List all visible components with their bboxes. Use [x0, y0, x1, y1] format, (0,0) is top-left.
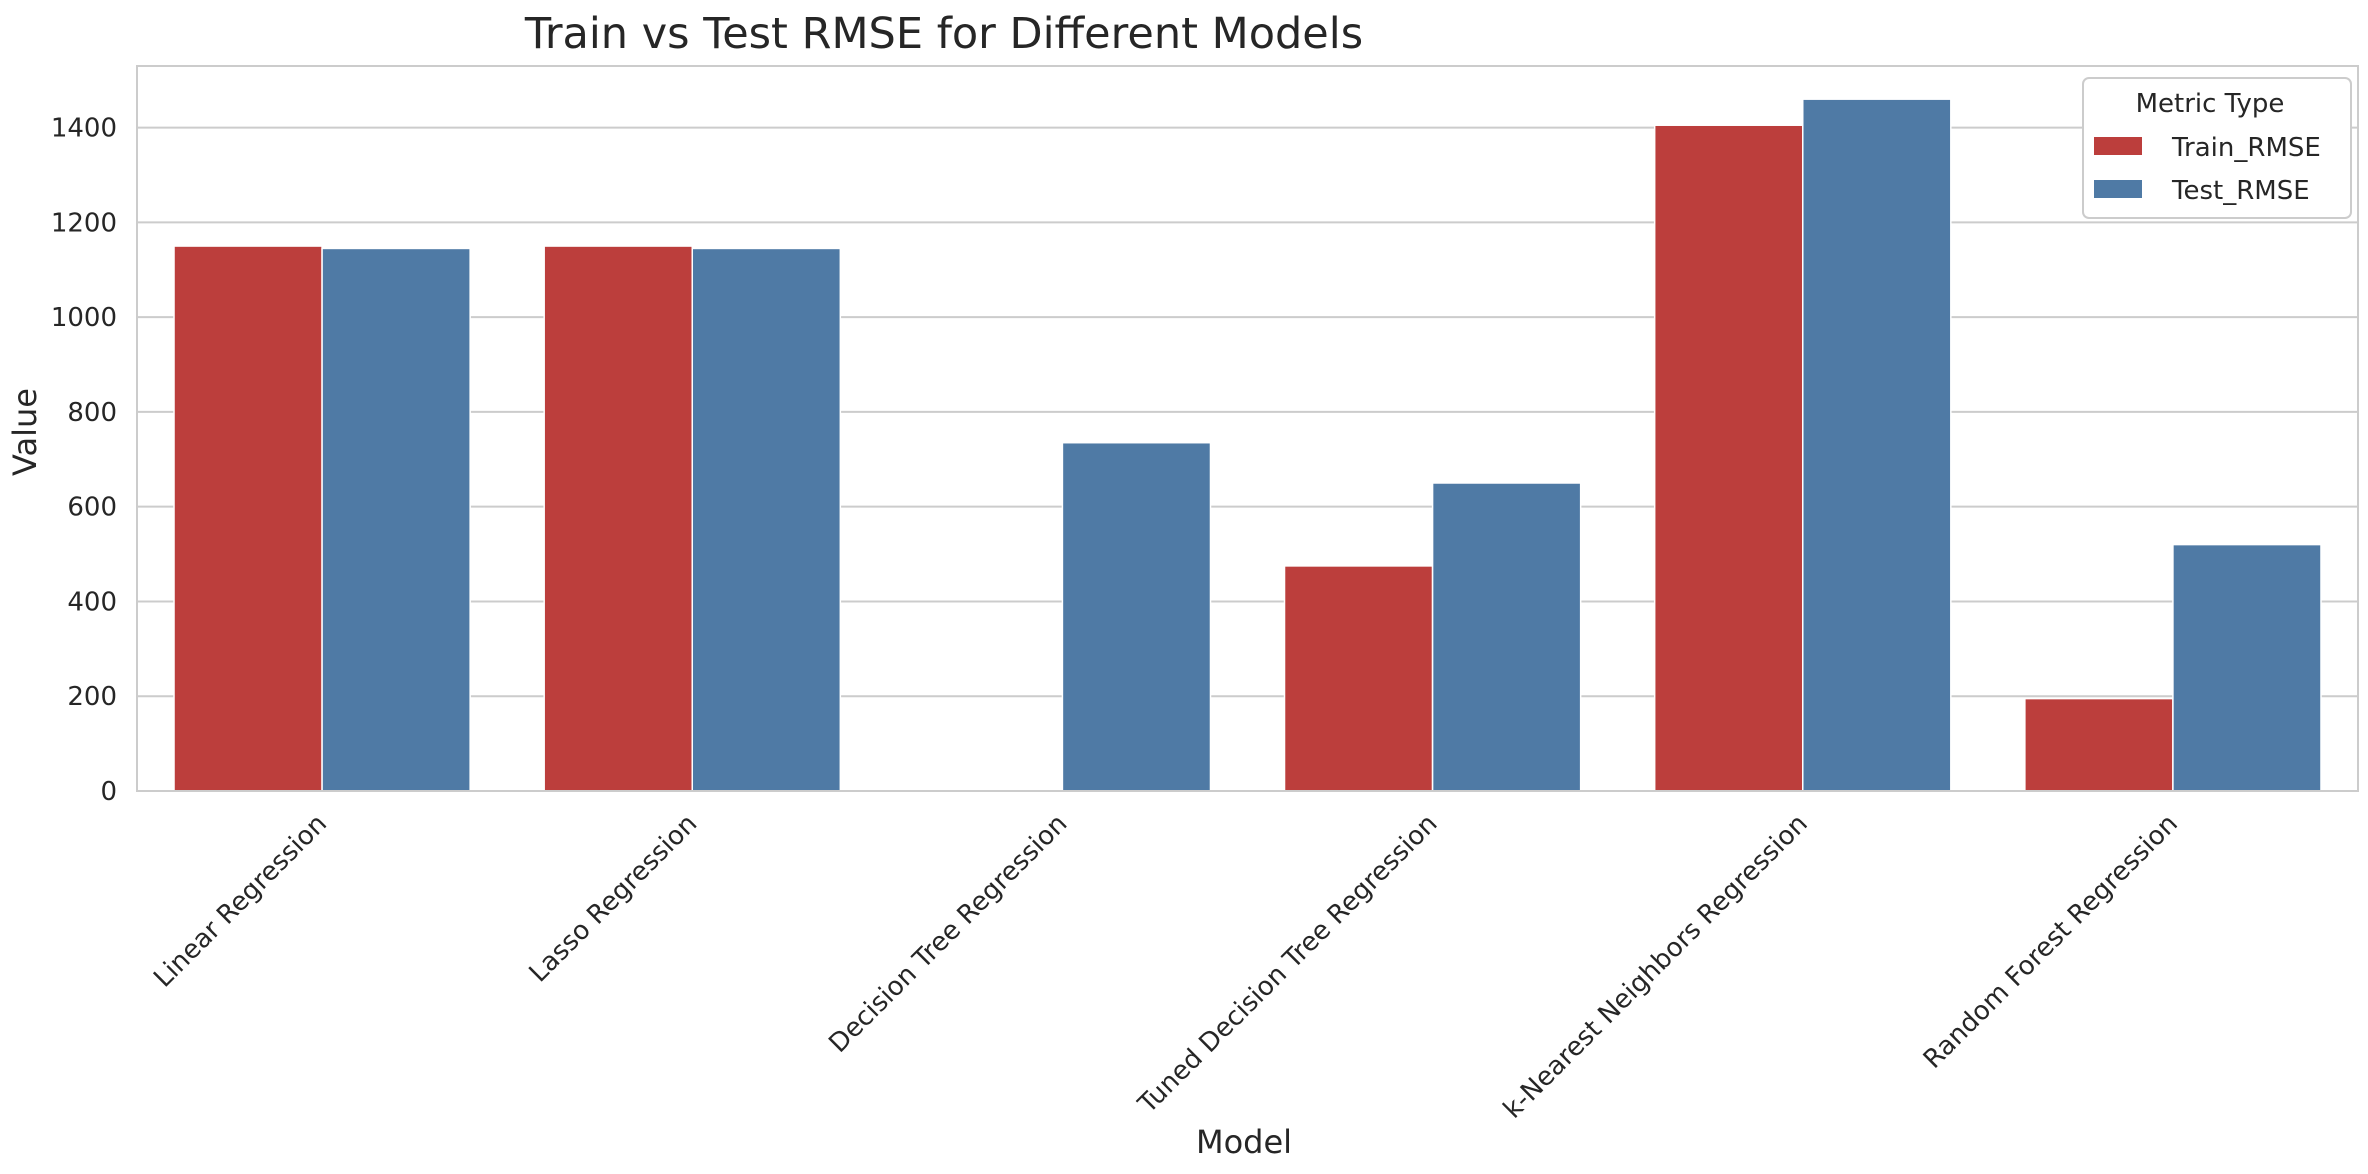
bars [173, 98, 2322, 792]
y-ticks: 0 200 400 600 800 1000 1200 1400 [51, 114, 117, 807]
legend-label-test: Test_RMSE [2171, 176, 2310, 206]
chart-title: Train vs Test RMSE for Different Models [524, 9, 1363, 59]
y-tick-label: 0 [100, 777, 117, 807]
legend-swatch-train [2094, 137, 2142, 155]
y-tick-label: 1000 [51, 303, 117, 333]
y-tick-label: 1200 [51, 208, 117, 238]
bar-test [321, 247, 471, 792]
bar-train [1283, 565, 1434, 792]
legend-label-train: Train_RMSE [2171, 133, 2321, 163]
y-tick-label: 400 [67, 587, 117, 617]
bar-test [1061, 441, 1212, 792]
y-tick-label: 200 [67, 682, 117, 712]
y-tick-label: 600 [67, 493, 117, 523]
bar-train [173, 245, 323, 792]
bar-train [543, 245, 694, 792]
y-axis-label: Value [6, 388, 44, 476]
y-tick-label: 1400 [51, 114, 117, 144]
bar-test [2172, 543, 2322, 792]
bar-test [1431, 482, 1582, 792]
x-axis-label: Model [1196, 1123, 1292, 1161]
bar-test [1802, 98, 1952, 792]
legend-swatch-test [2094, 180, 2142, 198]
plot-frame [136, 65, 2359, 792]
bar-test [691, 247, 842, 792]
legend-title: Metric Type [2136, 89, 2285, 119]
legend: Metric Type Train_RMSE Test_RMSE [2082, 77, 2352, 219]
bar-train [2024, 697, 2174, 792]
legend-box [2082, 77, 2352, 219]
y-tick-label: 800 [67, 398, 117, 428]
bar-train [1653, 124, 1804, 792]
